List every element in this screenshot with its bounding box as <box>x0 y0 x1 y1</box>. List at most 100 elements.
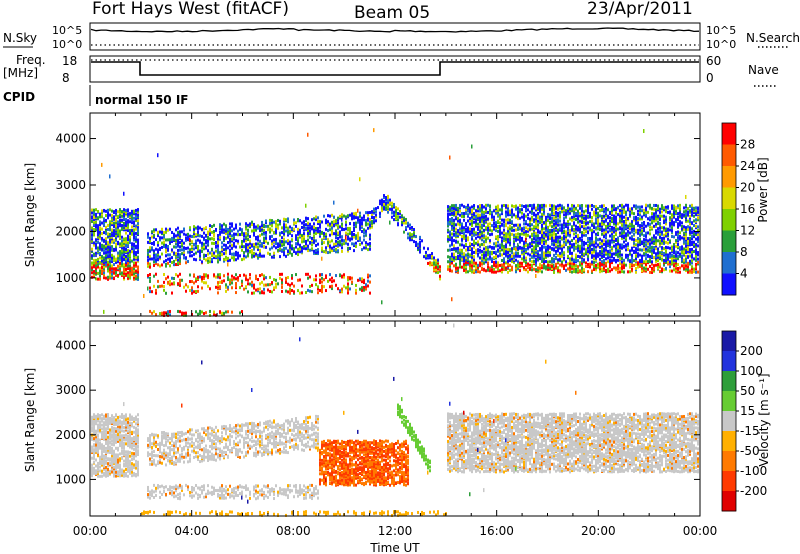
power-cell <box>127 222 129 226</box>
power-cell <box>585 209 587 213</box>
power-cell <box>543 213 545 217</box>
power-cell <box>559 235 561 239</box>
power-cell <box>295 224 297 228</box>
power-cell <box>271 239 273 243</box>
power-cell <box>579 212 581 216</box>
power-noise-cell <box>357 208 359 213</box>
power-cell <box>203 312 205 316</box>
power-cell <box>647 241 649 245</box>
power-cell <box>289 289 291 293</box>
power-cell <box>327 222 329 226</box>
power-cell <box>337 240 339 244</box>
power-cell <box>455 213 457 217</box>
power-cell <box>107 241 109 245</box>
power-cell <box>229 251 231 255</box>
power-cell <box>625 235 627 239</box>
power-cell <box>261 224 263 228</box>
power-cell <box>183 285 185 289</box>
power-cell <box>635 215 637 219</box>
power-cell <box>259 253 261 257</box>
power-cell <box>147 258 149 262</box>
power-cell <box>209 224 211 228</box>
power-cell <box>473 270 475 274</box>
power-cell <box>539 247 541 251</box>
power-cell <box>275 285 277 289</box>
power-cell <box>153 230 155 234</box>
power-cell <box>309 222 311 226</box>
power-cell <box>549 253 551 257</box>
power-cell <box>437 258 439 262</box>
power-cell <box>137 225 139 229</box>
power-cell <box>623 244 625 248</box>
power-cell <box>449 248 451 252</box>
power-cell <box>507 232 509 236</box>
power-cell <box>493 221 495 225</box>
power-cell <box>505 224 507 228</box>
power-cell <box>205 226 207 230</box>
cpid-label: CPID <box>3 90 35 104</box>
power-cell <box>99 226 101 230</box>
power-cell <box>627 217 629 221</box>
power-cell <box>613 222 615 226</box>
power-cell <box>101 254 103 258</box>
power-cell <box>611 246 613 250</box>
power-cell <box>301 291 303 295</box>
power-cell <box>481 262 483 266</box>
power-cell <box>467 226 469 230</box>
power-cell <box>559 254 561 258</box>
power-cell <box>465 211 467 215</box>
power-cell <box>127 244 129 248</box>
power-cell <box>195 233 197 237</box>
power-cell <box>91 239 93 243</box>
power-cell <box>517 217 519 221</box>
power-cell <box>505 237 507 241</box>
power-cell <box>489 250 491 254</box>
power-cell <box>651 218 653 222</box>
power-cell <box>187 246 189 250</box>
power-cell <box>111 276 113 280</box>
power-cell <box>605 244 607 248</box>
power-cell <box>213 251 215 255</box>
power-cell <box>171 240 173 244</box>
power-cell <box>559 214 561 218</box>
power-cell <box>315 243 317 247</box>
power-cell <box>169 253 171 257</box>
power-cell <box>281 285 283 289</box>
power-cell <box>433 257 435 261</box>
power-cell <box>501 239 503 243</box>
power-cell <box>581 209 583 213</box>
power-cell <box>173 251 175 255</box>
power-cell <box>517 210 519 214</box>
power-cell <box>149 279 151 283</box>
power-cell <box>155 272 157 276</box>
power-cell <box>659 256 661 260</box>
power-cell <box>121 226 123 230</box>
power-cell <box>115 212 117 216</box>
power-cell <box>533 206 535 210</box>
power-cell <box>645 206 647 210</box>
power-cell <box>657 227 659 231</box>
power-cell <box>361 286 363 290</box>
power-cell <box>397 207 399 211</box>
power-cell <box>545 248 547 252</box>
power-cell <box>125 243 127 247</box>
power-cell <box>97 237 99 241</box>
power-cell <box>489 255 491 259</box>
power-cell <box>639 205 641 209</box>
power-cell <box>533 267 535 271</box>
power-cell <box>601 254 603 258</box>
power-cell <box>571 265 573 269</box>
power-cell <box>175 238 177 242</box>
power-cell <box>593 254 595 258</box>
power-cell <box>603 216 605 220</box>
power-cell <box>601 267 603 271</box>
power-cell <box>135 212 137 216</box>
power-cell <box>599 205 601 209</box>
power-cell <box>593 261 595 265</box>
power-cell <box>527 213 529 217</box>
power-cell <box>523 226 525 230</box>
power-cell <box>389 198 391 202</box>
power-cell <box>539 262 541 266</box>
power-cell <box>605 269 607 273</box>
power-cell <box>231 310 233 314</box>
